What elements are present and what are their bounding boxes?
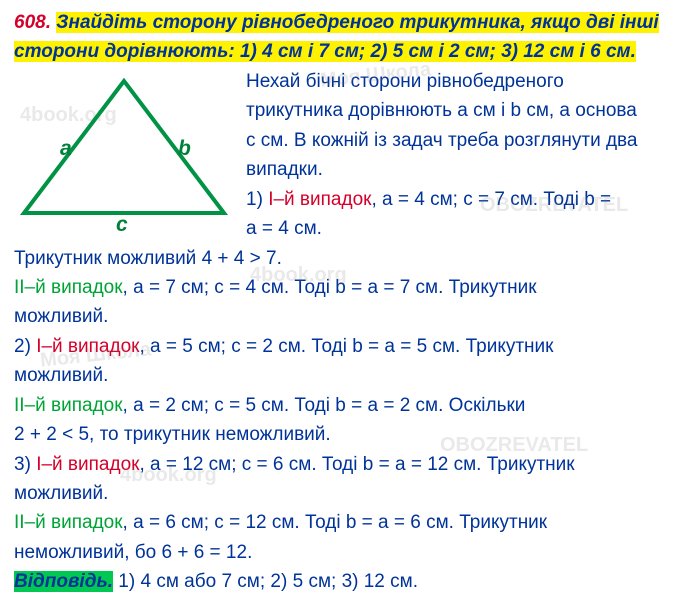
case1-text: , a = 4 см; c = 7 см. Тоді b = <box>371 189 611 210</box>
solution-top-wrap: a b c Нехай бічні сторони рівнобедреного… <box>14 67 681 244</box>
triangle-figure: a b c <box>14 73 236 233</box>
question-text-l2: сторони дорівнюють: 1) 4 см і 7 см; 2) 5… <box>14 41 636 62</box>
question-text-l1: Знайдіть сторону рівнобедреного трикутни… <box>56 12 658 33</box>
answer-line: Відповідь. 1) 4 см або 7 см; 2) 5 см; 3)… <box>14 567 681 596</box>
case1-text: , a = 5 см; c = 2 см. Тоді b = a = 5 см.… <box>139 336 553 357</box>
part3-case1-cont: можливий. <box>14 479 681 508</box>
triangle-label-a: a <box>60 133 72 166</box>
answer-label: Відповідь. <box>14 571 113 592</box>
part1-check: Трикутник можливий 4 + 4 > 7. <box>14 244 681 273</box>
triangle-shape <box>24 81 224 213</box>
case2-label: ІІ–й випадок <box>14 277 123 298</box>
part3-case2-cont: неможливий, бо 6 + 6 = 12. <box>14 538 681 567</box>
case1-label: І–й випадок <box>36 336 139 357</box>
case1-label: І–й випадок <box>268 189 371 210</box>
question-line: 608. Знайдіть сторону рівнобедреного три… <box>14 8 681 37</box>
question-line: сторони дорівнюють: 1) 4 см і 7 см; 2) 5… <box>14 37 681 66</box>
case1-text: , a = 12 см; c = 6 см. Тоді b = a = 12 с… <box>139 454 574 475</box>
triangle-label-c: c <box>116 209 128 242</box>
case2-text: , a = 2 см; c = 5 см. Тоді b = a = 2 см.… <box>123 395 526 416</box>
answer-text: 1) 4 см або 7 см; 2) 5 см; 3) 12 см. <box>113 571 418 592</box>
part3-case1: 3) І–й випадок, a = 12 см; c = 6 см. Тод… <box>14 450 681 479</box>
part3-case2: ІІ–й випадок, a = 6 см; c = 12 см. Тоді … <box>14 508 681 537</box>
part1-case2: ІІ–й випадок, a = 7 см; c = 4 см. Тоді b… <box>14 273 681 302</box>
problem-number: 608. <box>14 12 51 33</box>
case2-label: ІІ–й випадок <box>14 395 123 416</box>
part2-case2: ІІ–й випадок, a = 2 см; c = 5 см. Тоді b… <box>14 391 681 420</box>
part2-case2-cont: 2 + 2 < 5, то трикутник неможливий. <box>14 420 681 449</box>
case2-text: , a = 6 см; c = 12 см. Тоді b = a = 6 см… <box>123 512 548 533</box>
case1-label: І–й випадок <box>36 454 139 475</box>
part2-case1-cont: можливий. <box>14 361 681 390</box>
part1-case2-cont: можливий. <box>14 302 681 331</box>
case2-label: ІІ–й випадок <box>14 512 123 533</box>
case2-text: , a = 7 см; c = 4 см. Тоді b = a = 7 см.… <box>123 277 537 298</box>
triangle-label-b: b <box>178 133 191 166</box>
part2-case1: 2) І–й випадок, a = 5 см; c = 2 см. Тоді… <box>14 332 681 361</box>
